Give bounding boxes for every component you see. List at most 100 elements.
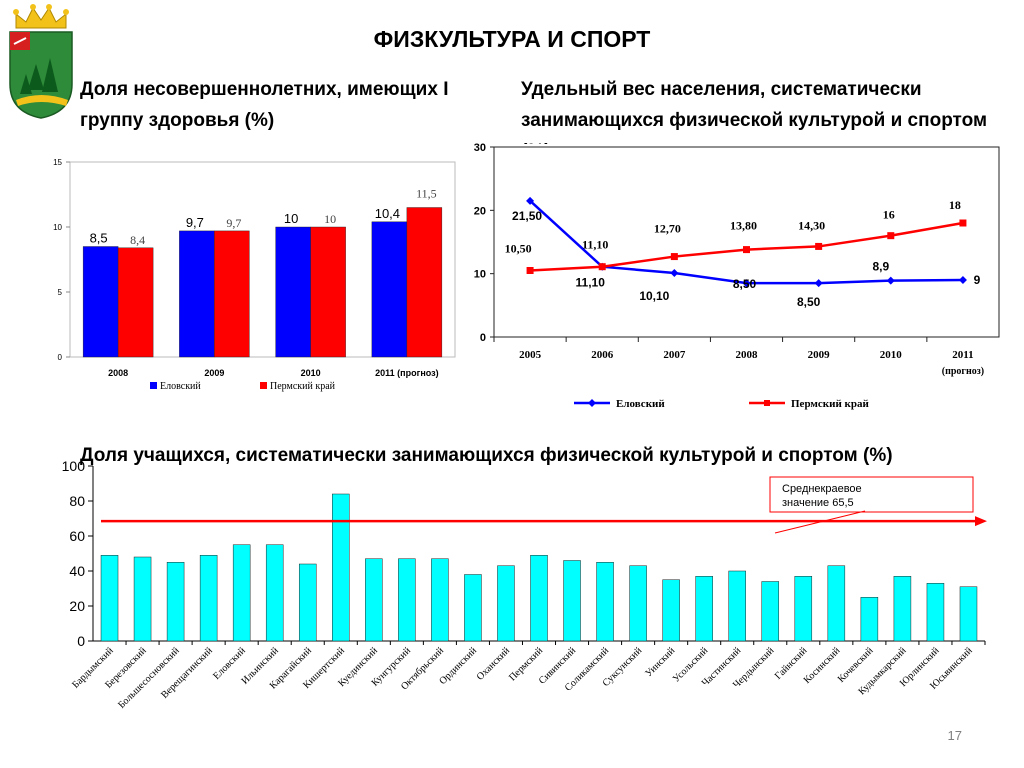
bar bbox=[860, 597, 879, 642]
point bbox=[670, 253, 678, 261]
bar bbox=[893, 576, 912, 642]
legend-label: Еловский bbox=[616, 398, 665, 410]
y-tick-label: 60 bbox=[69, 528, 85, 544]
point bbox=[887, 232, 895, 240]
bar bbox=[464, 574, 482, 642]
x-tick-label: 2007 bbox=[663, 349, 686, 361]
chart3-title: Доля учащихся, систематически занимающих… bbox=[80, 445, 893, 466]
x-tick-label: 2009 bbox=[808, 349, 831, 361]
point bbox=[814, 279, 823, 288]
x-tick-label: 2006 bbox=[591, 349, 614, 361]
bar bbox=[497, 565, 515, 642]
data-label: 12,70 bbox=[654, 222, 681, 236]
bar bbox=[275, 226, 311, 358]
health-group-bar-chart: 0 5 10 15 8,5 8,4 2008 9,7 9,7 2009 10 10 2010 10,4 11… bbox=[53, 158, 456, 392]
bar bbox=[728, 570, 746, 642]
data-label: 11,10 bbox=[582, 238, 608, 252]
y-tick-label: 0 bbox=[58, 353, 63, 362]
bar bbox=[398, 558, 416, 642]
bar bbox=[265, 544, 284, 642]
point bbox=[815, 242, 823, 250]
point bbox=[743, 246, 750, 254]
coat-of-arms-logo bbox=[6, 2, 76, 120]
bar bbox=[827, 565, 846, 642]
data-label: 8,50 bbox=[797, 295, 821, 309]
page-title: ФИЗКУЛЬТУРА И СПОРТ bbox=[373, 26, 651, 52]
students-sport-bar-chart: 020406080100БардымскийБерезовскийБольшес… bbox=[62, 458, 987, 711]
x-tick-label: 2005 bbox=[519, 349, 542, 361]
bar bbox=[695, 576, 713, 642]
bar bbox=[431, 558, 449, 642]
data-label: 10,4 bbox=[375, 206, 400, 221]
point bbox=[526, 196, 535, 205]
bar bbox=[298, 563, 317, 642]
y-tick-label: 0 bbox=[480, 332, 486, 344]
plot-area bbox=[493, 146, 1000, 338]
y-tick-label: 30 bbox=[474, 142, 486, 154]
y-tick-label: 0 bbox=[77, 633, 85, 649]
annotation-pointer bbox=[774, 510, 866, 534]
point bbox=[598, 263, 606, 271]
x-tick-label: Оханский bbox=[475, 645, 513, 683]
bar bbox=[365, 558, 383, 642]
chart2-title: Удельный вес населения, систематически з… bbox=[521, 79, 988, 144]
y-tick-label: 40 bbox=[69, 563, 85, 579]
y-tick-label: 80 bbox=[69, 493, 85, 509]
data-label: 21,50 bbox=[512, 209, 542, 223]
x-tick-label: 2009 bbox=[204, 368, 224, 378]
bar bbox=[959, 586, 978, 642]
bar bbox=[662, 579, 680, 642]
y-tick-label: 10 bbox=[474, 269, 486, 281]
point bbox=[670, 269, 679, 278]
data-label: 8,5 bbox=[90, 231, 108, 246]
plot-area bbox=[69, 161, 456, 358]
legend-swatch bbox=[260, 382, 267, 389]
bar bbox=[332, 493, 350, 642]
population-sport-line-chart: 0 10 20 30 2005 2006 2007 2008 2009 2010 2011 (прог… bbox=[474, 142, 1000, 410]
x-tick-label: 2010 bbox=[301, 368, 321, 378]
point bbox=[958, 276, 967, 284]
x-tick-label: Косинский bbox=[802, 645, 843, 686]
y-tick-label: 20 bbox=[474, 205, 486, 217]
bar bbox=[629, 565, 647, 642]
annotation-line2: значение 65,5 bbox=[782, 497, 854, 509]
legend-marker bbox=[764, 400, 770, 406]
bar bbox=[926, 583, 945, 642]
data-label: 10,10 bbox=[639, 289, 669, 303]
data-label: 10 bbox=[324, 212, 336, 226]
y-tick-label: 5 bbox=[58, 288, 63, 297]
legend-marker bbox=[588, 399, 596, 407]
data-label: 10 bbox=[284, 211, 298, 226]
annotation-line1: Среднекраевое bbox=[782, 483, 862, 495]
bar bbox=[371, 221, 408, 358]
x-tick-label: 2008 bbox=[736, 349, 759, 361]
legend-label: Пермский край bbox=[791, 398, 869, 410]
bar bbox=[406, 207, 443, 358]
bar bbox=[199, 555, 218, 642]
reference-arrowhead bbox=[975, 516, 987, 527]
data-label: 9,7 bbox=[186, 215, 204, 230]
bar bbox=[133, 556, 152, 642]
bar bbox=[100, 555, 119, 642]
y-tick-label: 100 bbox=[62, 458, 86, 474]
annotation-box bbox=[769, 476, 974, 513]
bar bbox=[214, 230, 250, 358]
data-label: 9 bbox=[974, 273, 981, 287]
x-tick-label: 2011 (прогноз) bbox=[375, 368, 439, 378]
bar bbox=[166, 562, 185, 642]
x-tick-sublabel: (прогноз) bbox=[942, 366, 984, 377]
data-label: 16 bbox=[883, 208, 895, 222]
y-tick-label: 10 bbox=[53, 223, 62, 232]
bar bbox=[761, 581, 780, 642]
data-label: 11,10 bbox=[576, 276, 606, 290]
bar bbox=[596, 562, 614, 642]
data-label: 9,7 bbox=[226, 216, 241, 230]
y-tick-label: 20 bbox=[69, 598, 85, 614]
bar bbox=[232, 544, 251, 642]
legend-label: Еловский bbox=[160, 381, 201, 392]
bar bbox=[563, 560, 581, 642]
bar bbox=[310, 226, 346, 358]
data-label: 13,80 bbox=[730, 219, 757, 233]
legend-label: Пермский край bbox=[270, 381, 336, 392]
point bbox=[742, 279, 751, 288]
